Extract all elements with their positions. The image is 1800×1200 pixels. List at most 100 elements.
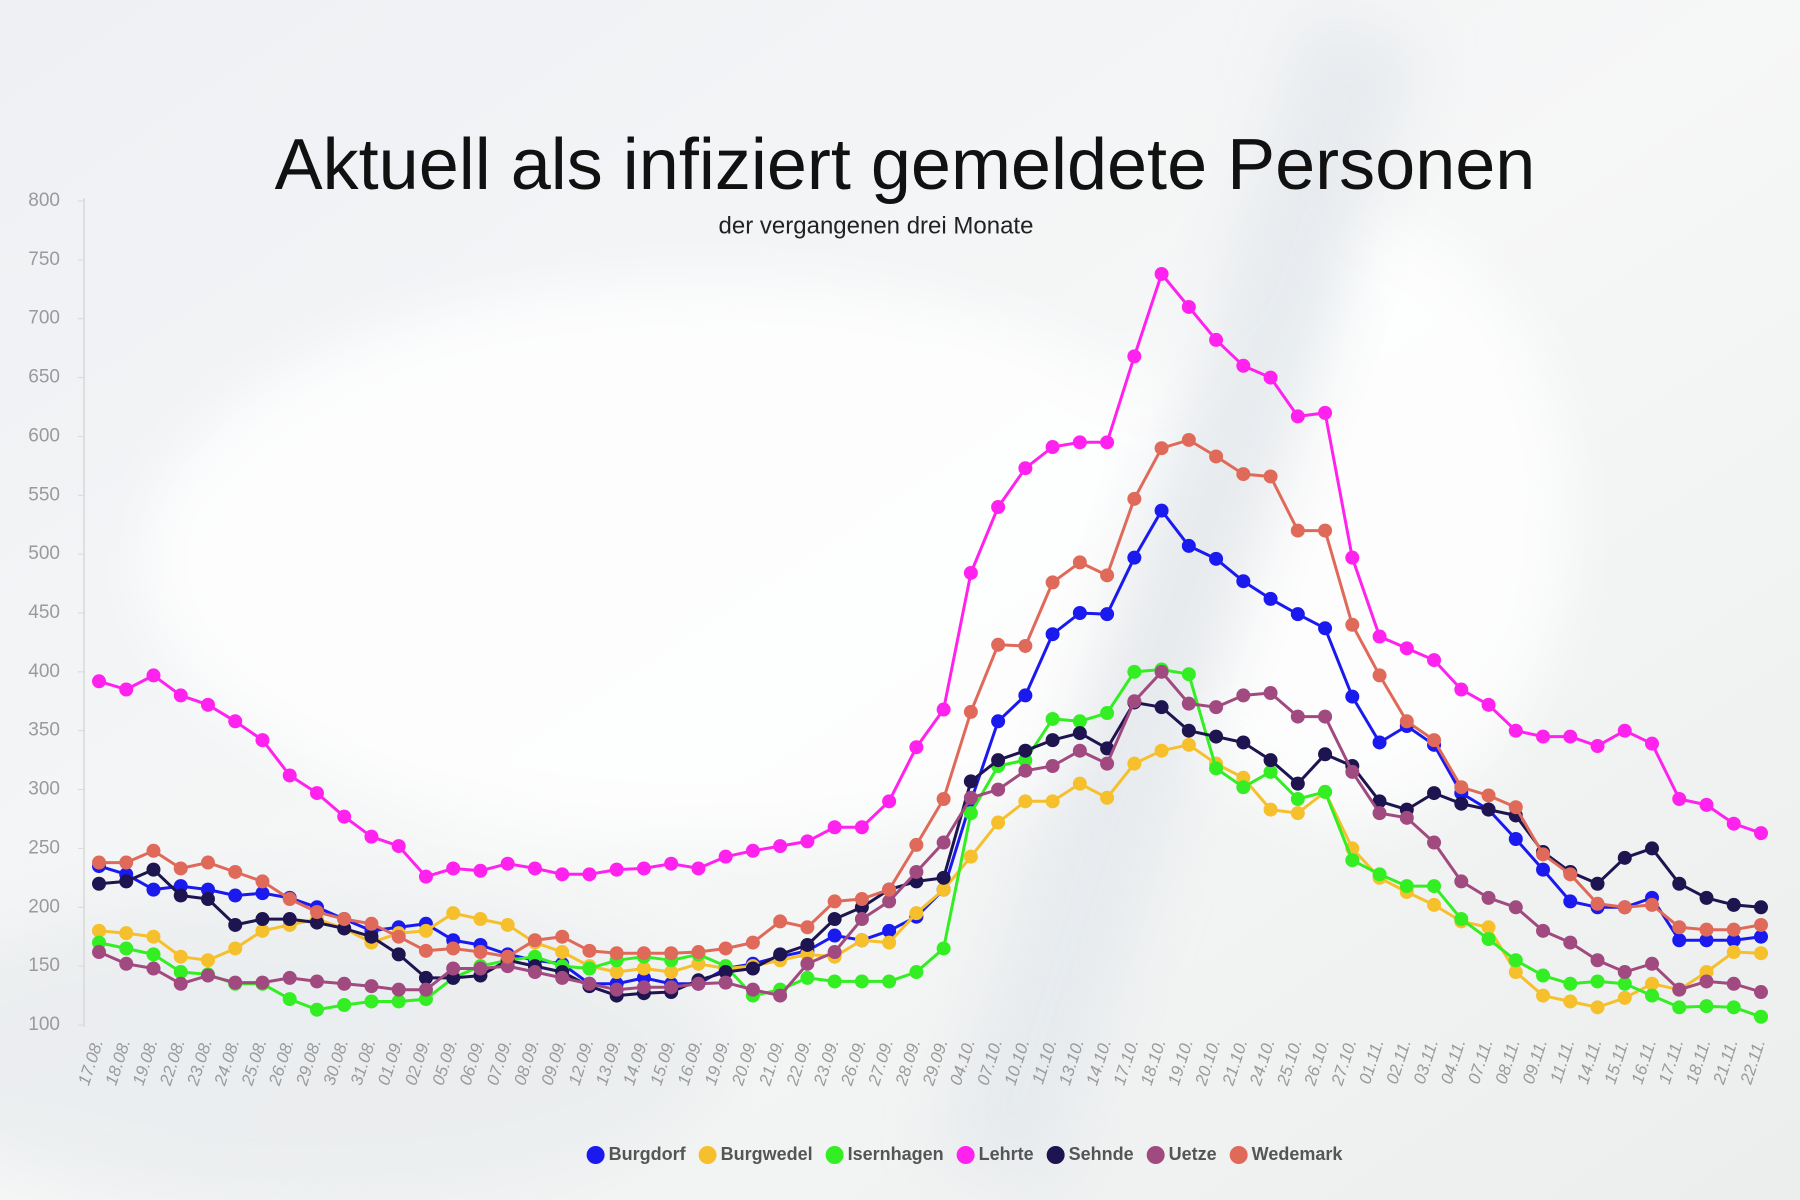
data-point <box>691 861 706 876</box>
data-point <box>1236 358 1251 373</box>
data-point <box>963 790 978 805</box>
data-point <box>92 674 106 689</box>
data-point <box>1427 733 1442 748</box>
data-point <box>882 923 897 938</box>
data-point <box>991 782 1006 797</box>
data-point <box>1508 800 1523 815</box>
data-point <box>1617 990 1632 1005</box>
y-tick-label: 700 <box>28 308 60 329</box>
data-point <box>1236 574 1251 589</box>
series <box>92 432 1768 964</box>
data-point <box>936 941 951 956</box>
data-point <box>1045 711 1060 726</box>
data-point <box>527 933 542 948</box>
data-point <box>391 839 406 854</box>
data-point <box>827 912 842 927</box>
data-point <box>228 941 243 956</box>
data-point <box>1100 607 1115 622</box>
legend-swatch <box>698 1146 717 1164</box>
y-tick-label: 650 <box>28 367 60 388</box>
data-point <box>1427 786 1442 801</box>
data-point <box>1318 784 1333 799</box>
data-point <box>1563 994 1578 1009</box>
data-point <box>1427 835 1442 850</box>
data-point <box>1072 555 1087 570</box>
data-point <box>609 982 624 997</box>
data-point <box>1481 802 1496 817</box>
data-point <box>119 874 134 889</box>
data-point <box>609 965 624 980</box>
data-point <box>827 974 842 989</box>
data-point <box>309 1002 324 1017</box>
data-point <box>146 668 161 683</box>
data-point <box>1045 440 1060 455</box>
data-point <box>1263 753 1278 768</box>
data-point <box>309 915 324 930</box>
data-point <box>1100 790 1115 805</box>
data-point <box>1427 653 1442 668</box>
data-point <box>119 926 134 941</box>
data-point <box>1263 591 1278 606</box>
data-point <box>119 855 134 870</box>
data-point <box>1127 491 1142 506</box>
data-point <box>1590 739 1605 754</box>
legend-label: Uetze <box>1169 1144 1217 1164</box>
data-point <box>1617 976 1632 991</box>
data-point <box>609 862 624 877</box>
data-point <box>936 882 951 897</box>
data-point <box>664 856 679 871</box>
data-point <box>1072 776 1087 791</box>
data-point <box>773 839 788 854</box>
data-point <box>364 979 379 994</box>
legend-label: Lehrte <box>979 1144 1034 1164</box>
data-point <box>1645 956 1660 971</box>
data-point <box>1127 694 1142 709</box>
data-point <box>1045 759 1060 774</box>
data-point <box>418 943 433 958</box>
data-point <box>1263 686 1278 701</box>
data-point <box>1508 953 1523 968</box>
data-point <box>255 912 270 927</box>
data-point <box>1181 667 1196 682</box>
data-point <box>173 965 188 980</box>
data-point <box>228 917 243 932</box>
legend-swatch <box>586 1146 605 1164</box>
data-point <box>1617 723 1632 738</box>
data-point <box>1754 1009 1768 1024</box>
series <box>92 664 1768 1003</box>
data-point <box>1290 791 1305 806</box>
data-point <box>882 894 897 909</box>
data-point <box>1318 523 1333 538</box>
data-point <box>1617 965 1632 980</box>
data-point <box>1181 696 1196 711</box>
data-point <box>555 867 570 882</box>
data-point <box>1454 796 1469 811</box>
legend: Burgdorf Burgwedel Isernhagen Lehrte Sehnde U… <box>586 1144 1343 1164</box>
data-point <box>1154 441 1169 456</box>
data-point <box>1345 689 1360 704</box>
data-point <box>173 861 188 876</box>
data-point <box>936 702 951 717</box>
data-point <box>609 946 624 961</box>
data-point <box>500 917 515 932</box>
data-point <box>418 923 433 938</box>
data-point <box>337 997 352 1012</box>
data-point <box>1181 538 1196 553</box>
data-point <box>1372 735 1387 750</box>
data-point <box>309 904 324 919</box>
data-point <box>555 970 570 985</box>
data-point <box>1318 747 1333 762</box>
data-point <box>200 855 215 870</box>
data-point <box>745 982 760 997</box>
y-tick-label: 450 <box>28 602 60 623</box>
data-point <box>991 714 1006 729</box>
data-point <box>146 862 161 877</box>
y-tick-label: 400 <box>28 661 60 682</box>
data-point <box>1699 933 1714 948</box>
data-point <box>1754 917 1768 932</box>
data-point <box>1563 935 1578 950</box>
data-point <box>1045 733 1060 748</box>
data-point <box>92 945 106 960</box>
data-point <box>1018 688 1033 703</box>
data-point <box>963 565 978 580</box>
